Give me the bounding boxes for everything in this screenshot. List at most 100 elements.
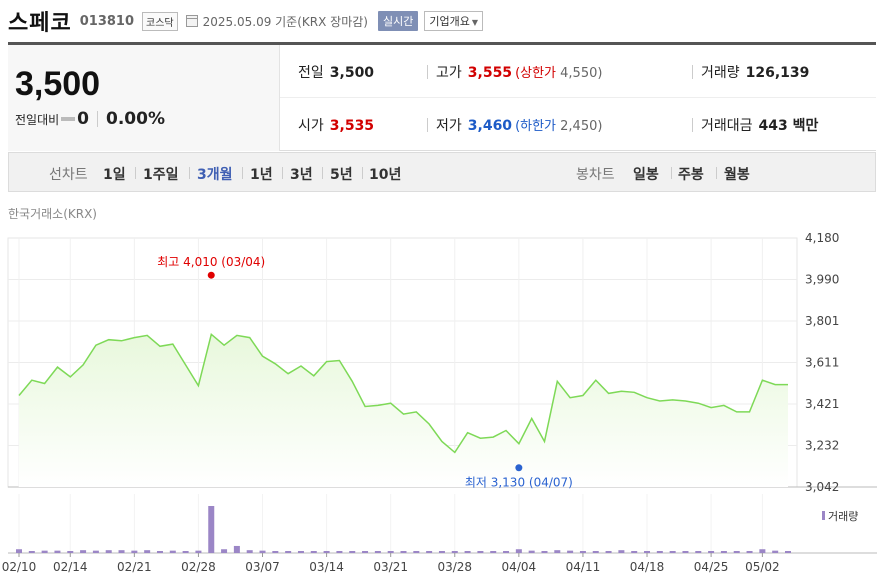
volume-bar	[515, 549, 522, 553]
x-tick-label: 05/02	[745, 560, 780, 574]
divider	[716, 167, 717, 179]
x-tick-label: 02/21	[117, 560, 152, 574]
volume-bar	[605, 551, 612, 553]
trade-amount: 거래대금 443 백만	[701, 115, 818, 135]
low-label: 저가	[436, 118, 462, 134]
prev-close: 전일 3,500	[298, 62, 374, 82]
change-percent: 0.00%	[106, 109, 165, 129]
volume-bar	[451, 551, 458, 553]
volume-bar	[631, 551, 638, 553]
volume-bar	[759, 549, 766, 553]
open-value: 3,535	[329, 118, 375, 134]
volume-legend-label: 거래량	[828, 510, 858, 523]
price-stats: 전일 3,500 고가 3,555 (상한가 4,550) 거래량 126,139 시가…	[280, 45, 876, 151]
company-summary-dropdown[interactable]: 기업개요 ▼	[424, 11, 483, 31]
x-tick-label: 04/18	[630, 560, 665, 574]
low-annotation: 최저 3,130 (04/07)	[465, 476, 573, 490]
divider	[242, 167, 243, 179]
upper-limit-close: )	[597, 66, 603, 81]
prev-close-label: 전일	[298, 65, 324, 81]
volume-bar	[105, 550, 112, 553]
volume-bar	[169, 550, 176, 553]
tab-1week[interactable]: 1주일	[143, 167, 179, 183]
volume-bar	[233, 545, 240, 553]
volume-bar	[323, 551, 330, 553]
volume-bar	[438, 551, 445, 553]
volume-bar	[182, 551, 189, 553]
volume-bar	[579, 551, 586, 553]
y-tick-label: 3,801	[805, 314, 839, 328]
volume-bar	[669, 551, 676, 553]
high-price: 고가 3,555 (상한가 4,550)	[436, 62, 602, 82]
upper-limit: (상한가 4,550)	[515, 66, 602, 81]
volume-bar	[695, 551, 702, 553]
high-point-marker	[207, 271, 215, 279]
tab-1day[interactable]: 1일	[103, 167, 126, 183]
volume-bar	[413, 551, 420, 553]
volume-bar	[144, 550, 151, 553]
price-change: 전일대비 0 0.00%	[15, 109, 165, 129]
volume-bar	[259, 550, 266, 553]
tab-5year[interactable]: 5년	[330, 167, 353, 183]
volume-bar	[592, 551, 599, 553]
divider	[97, 111, 99, 127]
volume-bar	[118, 550, 125, 553]
volume-legend-swatch	[822, 511, 825, 520]
change-value: 0	[77, 109, 90, 129]
upper-limit-value: 4,550	[560, 66, 598, 81]
line-chart-label: 선차트	[49, 167, 88, 183]
volume-bar	[336, 551, 343, 553]
high-label: 고가	[436, 65, 462, 81]
divider	[282, 167, 283, 179]
stats-row-2: 시가 3,535 저가 3,460 (하한가 2,450) 거래대금 443 백만	[280, 98, 876, 151]
y-tick-label: 3,990	[805, 273, 839, 287]
calendar-icon	[185, 15, 198, 27]
flat-change-icon	[61, 117, 76, 121]
y-tick-label: 4,180	[805, 231, 839, 245]
chevron-down-icon: ▼	[471, 18, 478, 27]
x-tick-label: 04/04	[502, 560, 537, 574]
price-summary: 3,500 전일대비 0 0.00% 전일 3,500 고가 3,555 (상한가 4…	[8, 45, 876, 151]
y-tick-label: 3,042	[805, 480, 839, 494]
candle-chart-label: 봉차트	[576, 167, 615, 183]
divider	[135, 167, 136, 179]
tab-weekly-candle[interactable]: 주봉	[678, 167, 704, 183]
divider	[189, 167, 190, 179]
tab-monthly-candle[interactable]: 월봉	[724, 167, 750, 183]
volume: 거래량 126,139	[701, 62, 809, 82]
x-tick-label: 03/28	[437, 560, 472, 574]
volume-bar	[67, 551, 74, 553]
tab-3year[interactable]: 3년	[290, 167, 313, 183]
divider	[671, 167, 672, 179]
x-tick-label: 04/25	[694, 560, 729, 574]
exchange-label: 한국거래소(KRX)	[8, 207, 97, 221]
y-tick-label: 3,421	[805, 397, 839, 411]
amount-label: 거래대금	[701, 118, 753, 134]
volume-bar	[28, 551, 35, 553]
tab-daily-candle[interactable]: 일봉	[633, 167, 659, 183]
prev-close-value: 3,500	[329, 65, 375, 81]
tab-10year[interactable]: 10년	[369, 167, 402, 183]
price-chart[interactable]: 최고 4,010 (03/04) 최저 3,130 (04/07) 4,180 3,…	[0, 220, 877, 586]
tab-3month[interactable]: 3개월	[197, 167, 233, 183]
volume-bar	[733, 551, 740, 553]
divider	[427, 118, 428, 132]
header-divider	[8, 42, 876, 45]
current-price-panel: 3,500 전일대비 0 0.00%	[8, 45, 280, 151]
volume-bar	[41, 550, 48, 553]
volume-bar	[387, 551, 394, 553]
tab-1year[interactable]: 1년	[250, 167, 273, 183]
divider	[692, 65, 693, 79]
chart-toolbar: 선차트 1일 1주일 3개월 1년 3년 5년 10년 봉차트 일봉 주봉 월봉	[8, 152, 876, 192]
price-area	[19, 334, 788, 487]
base-date: 2025.05.09 기준(KRX 장마감)	[202, 14, 368, 29]
stock-header: 스페코 013810 코스닥 2025.05.09 기준(KRX 장마감) 실시…	[8, 6, 868, 36]
low-value: 3,460	[467, 118, 513, 134]
amount-value: 443 백만	[758, 118, 819, 134]
realtime-button[interactable]: 실시간	[377, 11, 419, 31]
volume-bar	[477, 551, 484, 553]
volume-bar	[195, 550, 202, 553]
low-point-marker	[515, 464, 523, 472]
volume-bar	[80, 550, 87, 553]
volume-bar	[772, 550, 779, 553]
